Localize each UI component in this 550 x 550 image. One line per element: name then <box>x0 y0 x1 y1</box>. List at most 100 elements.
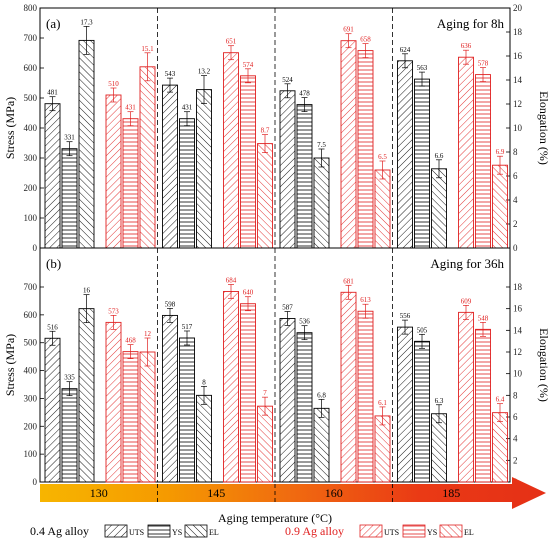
y-right-tick-label: 18 <box>513 282 523 292</box>
temperature-label: 185 <box>442 486 460 500</box>
y-left-axis-title: Stress (MPa) <box>3 334 17 396</box>
y-right-tick-label: 0 <box>513 243 518 253</box>
data-label: 6.1 <box>378 399 387 407</box>
bar-alloy04-ys <box>179 337 195 483</box>
legend-item-label: UTS <box>384 528 399 537</box>
panel-title: Aging for 36h <box>430 256 504 271</box>
y-right-tick-label: 12 <box>513 347 522 357</box>
bar-alloy04-el <box>313 407 330 483</box>
y-left-tick-label: 600 <box>24 63 38 73</box>
bar-alloy09-ys <box>240 75 256 249</box>
temperature-label: 145 <box>207 486 225 500</box>
y-left-tick-label: 400 <box>24 366 38 376</box>
temperature-label: 130 <box>90 486 108 500</box>
bar-alloy04-ys <box>414 78 430 249</box>
bar-alloy09-ys <box>357 310 374 483</box>
data-label: 613 <box>360 296 371 304</box>
legend-alloy1-label: 0.4 Ag alloy <box>30 524 89 538</box>
y-right-axis-title: Elongation (%) <box>537 328 550 402</box>
data-label: 431 <box>125 104 136 112</box>
x-axis-title: Aging temperature (°C) <box>218 511 332 525</box>
data-label: 524 <box>282 76 293 84</box>
bar-alloy09-ys <box>475 328 491 483</box>
legend-item-label: UTS <box>129 528 144 537</box>
panel-title: Aging for 8h <box>437 16 505 31</box>
legend-swatch <box>184 524 208 538</box>
bar-alloy09-ys <box>122 118 139 249</box>
bar-alloy04-uts <box>279 318 296 483</box>
bar-alloy04-uts <box>279 90 296 249</box>
y-right-tick-label: 4 <box>513 434 518 444</box>
bar-alloy04-el <box>431 413 447 483</box>
bar-alloy09-uts <box>105 94 122 249</box>
bar-alloy04-el <box>78 39 95 249</box>
y-left-tick-label: 100 <box>24 213 38 223</box>
bar-alloy04-ys <box>61 388 78 483</box>
y-left-tick-label: 200 <box>24 421 38 431</box>
y-right-tick-label: 10 <box>513 123 523 133</box>
data-label: 431 <box>182 104 193 112</box>
y-left-tick-label: 500 <box>24 93 38 103</box>
data-label: 510 <box>108 80 119 88</box>
bar-alloy04-uts <box>397 60 413 249</box>
y-right-tick-label: 6 <box>513 171 518 181</box>
y-right-tick-label: 6 <box>513 412 518 422</box>
legend-swatch <box>104 524 128 538</box>
legend-swatch <box>439 524 463 538</box>
y-right-tick-label: 10 <box>513 369 523 379</box>
y-right-tick-label: 4 <box>513 195 518 205</box>
y-left-tick-label: 600 <box>24 310 38 320</box>
y-right-tick-label: 8 <box>513 147 518 157</box>
y-left-tick-label: 400 <box>24 123 38 133</box>
panel-b: 0100200300400500600700024681012141618(b)… <box>24 247 523 487</box>
data-label: 556 <box>400 312 411 320</box>
data-label: 658 <box>360 36 371 44</box>
data-label: 478 <box>299 90 310 98</box>
data-label: 636 <box>461 42 472 50</box>
data-label: 331 <box>64 134 75 142</box>
legend-item-label: YS <box>427 528 437 537</box>
bar-alloy04-ys <box>179 118 195 249</box>
bar-alloy09-el <box>374 415 391 483</box>
legend-item-label: EL <box>209 528 219 537</box>
bar-alloy09-el <box>492 164 508 249</box>
bar-alloy04-uts <box>44 337 61 483</box>
bar-alloy04-ys <box>296 104 313 249</box>
y-right-tick-label: 16 <box>513 304 523 314</box>
y-right-axis-title: Elongation (%) <box>537 91 550 165</box>
temperature-label: 160 <box>325 486 343 500</box>
y-left-tick-label: 700 <box>24 33 38 43</box>
bar-alloy04-el <box>431 168 447 249</box>
data-label: 624 <box>400 46 411 54</box>
panel-a: 0 100 200 300 400 500 600 700 800 0 2 4 6 8 10 12 14 16 18… <box>24 3 523 253</box>
data-label: 578 <box>478 60 489 68</box>
data-label: 8.7 <box>261 127 270 135</box>
data-label: 7 <box>263 389 267 397</box>
y-right-tick-label: 14 <box>513 325 523 335</box>
y-left-tick-label: 0 <box>33 477 38 487</box>
bar-alloy09-uts <box>458 56 474 249</box>
y-right-tick-label: 20 <box>513 3 523 13</box>
y-left-tick-label: 300 <box>24 153 38 163</box>
y-right-tick-label: 12 <box>513 99 522 109</box>
bar-alloy09-uts <box>223 291 239 483</box>
data-label: 517 <box>182 323 193 331</box>
y-left-tick-label: 700 <box>24 282 38 292</box>
data-label: 573 <box>108 307 119 315</box>
y-right-tick-label: 2 <box>513 219 518 229</box>
data-label: 6.3 <box>435 397 444 405</box>
bar-alloy09-el <box>257 405 273 483</box>
bar-alloy09-uts <box>105 321 122 483</box>
data-label: 16 <box>83 287 91 295</box>
bar-alloy09-ys <box>122 351 139 483</box>
y-left-tick-label: 100 <box>24 449 38 459</box>
panel-label: (b) <box>46 256 61 271</box>
bar-alloy09-ys <box>357 50 374 249</box>
panel-label: (a) <box>46 16 60 31</box>
bar-alloy09-uts <box>223 52 239 249</box>
data-label: 6.6 <box>435 152 444 160</box>
bar-alloy09-el <box>139 351 156 483</box>
y-right-tick-label: 18 <box>513 27 523 37</box>
